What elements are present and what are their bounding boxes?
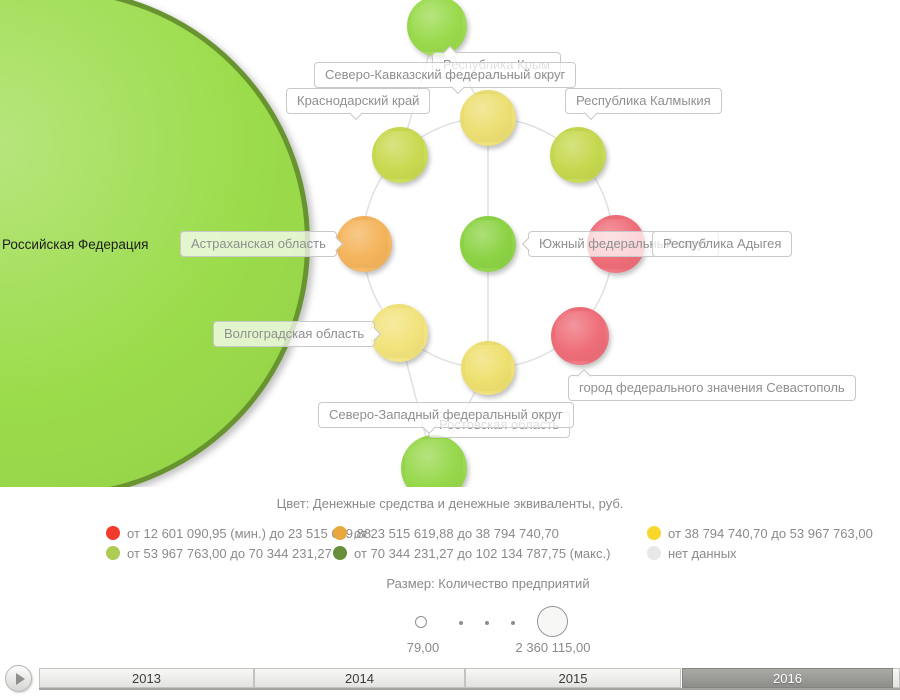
tooltip-label: Республика Калмыкия: [576, 93, 711, 108]
year-cell-2013[interactable]: 2013: [39, 668, 254, 688]
color-swatch-icon: [647, 546, 661, 560]
tooltip-kalmykia: Республика Калмыкия: [565, 88, 722, 121]
bubble-astrakhan[interactable]: [336, 216, 392, 272]
size-legend-title: Размер: Количество предприятий: [386, 576, 590, 591]
size-dot-icon: [511, 621, 515, 625]
size-max-circle-icon: [537, 606, 568, 637]
color-legend-label: от 12 601 090,95 (мин.) до 23 515 619,88: [127, 525, 372, 541]
tooltip-label: город федерального значения Севастополь: [579, 380, 845, 395]
color-legend-label: от 38 794 740,70 до 53 967 763,00: [668, 525, 873, 541]
tooltip-adygea: Республика Адыгея: [652, 231, 793, 257]
size-dot-icon: [485, 621, 489, 625]
bubble-sevastopol[interactable]: [551, 307, 609, 365]
bubble-skfo[interactable]: [460, 90, 516, 146]
color-swatch-icon: [106, 526, 120, 540]
color-legend-title: Цвет: Денежные средства и денежные эквив…: [276, 496, 624, 511]
tooltip-label: Астраханская область: [191, 236, 326, 251]
size-min-circle-icon: [415, 616, 427, 628]
tooltip-label: Краснодарский край: [297, 93, 420, 108]
bubble-yufo[interactable]: [460, 216, 516, 272]
tooltip-szfo: Северо-Западный федеральный округ: [318, 402, 574, 435]
bubble-krasnodar[interactable]: [372, 127, 428, 183]
tooltip-sevastopol: город федерального значения Севастополь: [568, 368, 856, 401]
tooltip-label: Республика Адыгея: [663, 236, 782, 251]
color-swatch-icon: [106, 546, 120, 560]
play-icon: [15, 672, 25, 685]
color-swatch-icon: [647, 526, 661, 540]
tooltip-volgograd: Волгоградская область: [213, 321, 382, 347]
color-legend-label: от 23 515 619,88 до 38 794 740,70: [354, 525, 559, 541]
tooltip-label: Северо-Кавказский федеральный округ: [325, 67, 566, 82]
color-legend-item: от 12 601 090,95 (мин.) до 23 515 619,88: [106, 525, 371, 541]
russia-label: Российская Федерация: [2, 237, 149, 252]
year-cell-2014[interactable]: 2014: [254, 668, 465, 688]
color-legend-item: от 38 794 740,70 до 53 967 763,00: [647, 525, 873, 541]
color-swatch-icon: [333, 546, 347, 560]
timeline: 2013 2014 2015 2016: [39, 668, 900, 690]
size-dot-icon: [459, 621, 463, 625]
color-legend-label: от 53 967 763,00 до 70 344 231,27: [127, 545, 332, 561]
bubble-krym[interactable]: [407, 0, 467, 56]
year-cell-2015[interactable]: 2015: [465, 668, 681, 688]
tooltip-label: Северо-Западный федеральный округ: [329, 407, 563, 422]
bubble-kalmykia[interactable]: [550, 127, 606, 183]
color-legend-label: от 70 344 231,27 до 102 134 787,75 (макс…: [354, 545, 611, 561]
year-cell-stub: [893, 668, 900, 688]
plot-area: Российская Федерация Республика КрымСеве…: [0, 0, 856, 487]
color-legend-item: нет данных: [647, 545, 737, 561]
tooltip-skfo: Северо-Кавказский федеральный округ: [314, 62, 577, 95]
bubble-szfo[interactable]: [401, 435, 467, 487]
color-legend-item: от 23 515 619,88 до 38 794 740,70: [333, 525, 559, 541]
color-swatch-icon: [333, 526, 347, 540]
color-legend-item: от 70 344 231,27 до 102 134 787,75 (макс…: [333, 545, 610, 561]
color-legend-label: нет данных: [668, 545, 737, 561]
size-min-label: 79,00: [406, 640, 440, 655]
size-max-label: 2 360 115,00: [515, 640, 591, 655]
tooltip-label: Волгоградская область: [224, 326, 365, 341]
play-button[interactable]: [5, 665, 32, 692]
tooltip-astrakhan: Астраханская область: [180, 231, 343, 257]
year-cell-2016[interactable]: 2016: [682, 668, 893, 688]
bubble-rostov[interactable]: [461, 341, 515, 395]
bubble-volgograd[interactable]: [370, 304, 428, 362]
tooltip-krasnodar: Краснодарский край: [286, 88, 431, 121]
color-legend-item: от 53 967 763,00 до 70 344 231,27: [106, 545, 332, 561]
